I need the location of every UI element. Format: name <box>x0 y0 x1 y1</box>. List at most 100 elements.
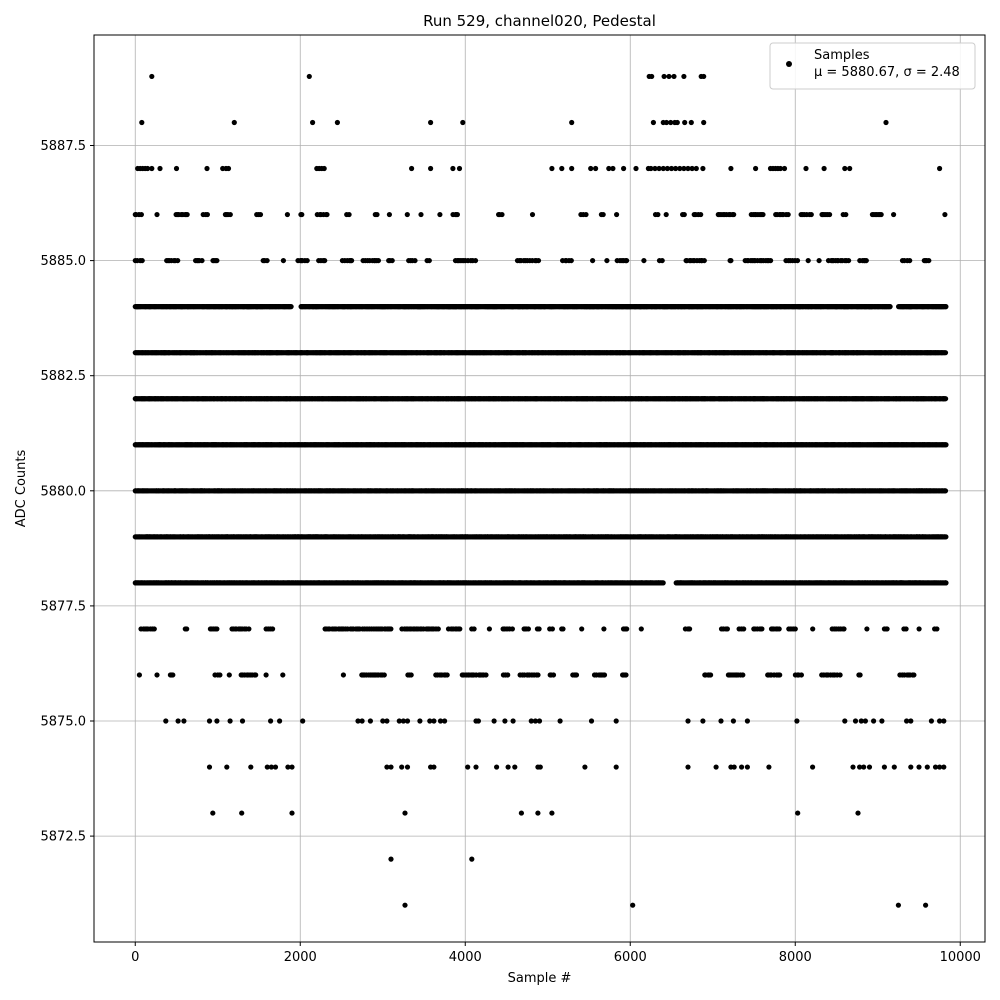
data-point <box>904 718 910 724</box>
data-point <box>380 718 386 724</box>
data-point <box>588 718 595 724</box>
data-point <box>367 718 373 724</box>
data-point <box>731 764 737 770</box>
data-point <box>525 626 532 632</box>
data-point <box>388 856 394 862</box>
data-point <box>444 672 450 678</box>
data-point <box>858 718 864 724</box>
data-point <box>473 764 479 770</box>
data-point <box>623 672 629 678</box>
data-point <box>268 718 274 724</box>
data-point <box>340 672 346 678</box>
data-point <box>300 718 306 724</box>
data-point <box>239 810 245 816</box>
data-point <box>613 718 619 724</box>
data-point <box>777 672 783 678</box>
data-point <box>528 718 534 724</box>
data-point <box>510 718 516 724</box>
data-point <box>535 672 541 678</box>
data-point <box>624 626 630 632</box>
data-point <box>739 764 745 770</box>
data-point <box>396 718 402 724</box>
data-point <box>857 672 863 678</box>
data-point <box>549 626 556 632</box>
data-point <box>210 810 216 816</box>
data-point <box>175 718 181 724</box>
data-point <box>941 764 947 770</box>
data-point <box>837 672 843 678</box>
data-point <box>246 626 252 632</box>
data-point <box>285 764 291 770</box>
data-point <box>879 718 885 724</box>
data-point <box>759 626 765 632</box>
data-point <box>512 764 518 770</box>
data-point <box>934 626 940 632</box>
data-point <box>502 718 508 724</box>
data-point <box>509 626 515 632</box>
data-point <box>903 626 909 632</box>
data-point <box>850 764 856 770</box>
data-point <box>471 626 477 632</box>
data-point <box>916 626 922 632</box>
data-point <box>206 718 213 724</box>
data-point <box>388 626 394 632</box>
data-point <box>795 810 801 816</box>
data-point <box>154 672 160 678</box>
data-point <box>884 626 890 632</box>
data-point <box>227 718 233 724</box>
data-point <box>536 718 543 724</box>
data-point <box>613 764 619 770</box>
data-point <box>560 626 566 632</box>
data-point <box>248 764 254 770</box>
data-point <box>549 810 555 816</box>
data-point <box>941 718 947 724</box>
data-point <box>741 626 747 632</box>
data-point <box>136 672 142 678</box>
data-point <box>272 764 279 770</box>
data-point <box>163 718 169 724</box>
data-point <box>494 764 500 770</box>
data-point <box>532 718 539 724</box>
data-point <box>857 764 863 770</box>
data-point <box>505 764 511 770</box>
data-point <box>601 672 608 678</box>
data-point <box>638 626 644 632</box>
data-point <box>486 626 492 632</box>
data-point <box>214 718 220 724</box>
data-point <box>861 764 867 770</box>
data-point <box>841 626 847 632</box>
data-point <box>852 718 859 724</box>
data-point <box>402 810 408 816</box>
data-point <box>908 764 914 770</box>
data-point <box>431 764 437 770</box>
data-point <box>408 672 414 678</box>
data-point <box>217 672 223 678</box>
data-point <box>359 718 365 724</box>
data-point <box>740 672 746 678</box>
data-point <box>943 580 949 586</box>
data-point <box>776 626 782 632</box>
data-point <box>427 718 433 724</box>
data-point <box>573 672 580 678</box>
data-point <box>270 626 276 632</box>
data-point <box>431 718 437 724</box>
data-point <box>475 718 481 724</box>
data-point <box>457 626 463 632</box>
data-point <box>550 672 557 678</box>
data-point <box>263 672 269 678</box>
data-point <box>942 488 949 494</box>
data-point <box>871 718 877 724</box>
data-point <box>713 764 719 770</box>
data-point <box>744 764 751 770</box>
data-point <box>442 718 448 724</box>
data-point <box>685 764 691 770</box>
data-point <box>536 626 542 632</box>
data-point <box>718 718 724 724</box>
data-point <box>630 902 636 908</box>
data-point <box>855 810 861 816</box>
data-point <box>810 764 816 770</box>
data-point <box>862 718 869 724</box>
data-point <box>601 626 607 632</box>
data-point <box>582 764 588 770</box>
